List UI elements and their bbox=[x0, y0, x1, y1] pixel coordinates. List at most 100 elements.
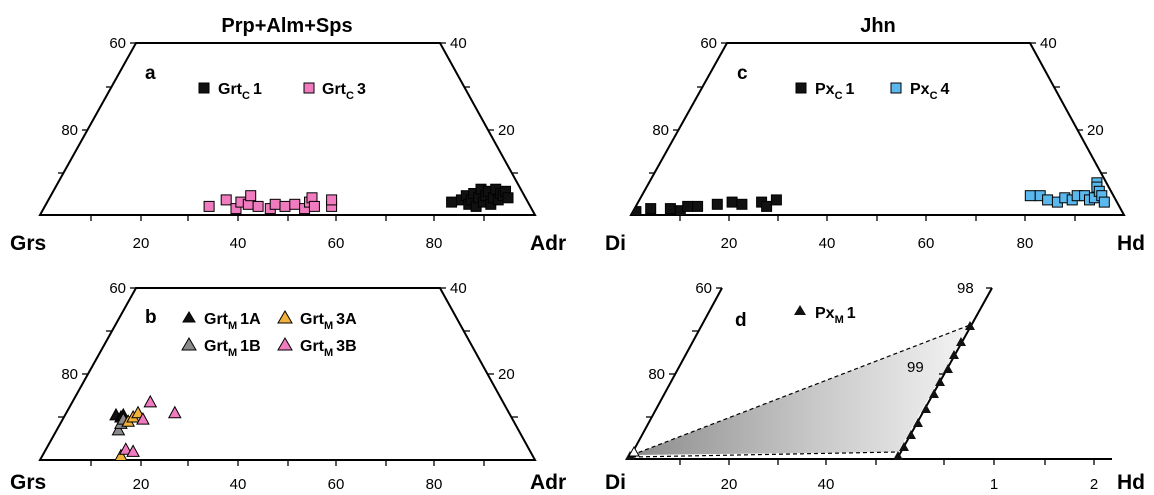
data-point-grtc3 bbox=[245, 190, 257, 202]
field-edge-lower-d bbox=[631, 451, 899, 458]
data-point-pxm1-d bbox=[943, 364, 953, 373]
tick-left-a-80: 80 bbox=[61, 122, 78, 139]
tick-bottom-c-60: 60 bbox=[918, 235, 935, 252]
data-point-pxc1 bbox=[726, 196, 738, 208]
tick-left-b-80: 80 bbox=[61, 366, 78, 383]
tick-right-c-40: 40 bbox=[1040, 35, 1057, 52]
data-point-pxc1 bbox=[664, 203, 676, 215]
tick-right-b-40: 40 bbox=[450, 280, 467, 297]
data-point-pxm1-d bbox=[906, 430, 916, 439]
tick-bottom-a-20: 20 bbox=[133, 235, 150, 252]
data-point-pxc4 bbox=[1098, 196, 1110, 208]
side-ticks-c: 60 80 40 20 bbox=[649, 35, 1107, 174]
data-point-grtc3 bbox=[220, 194, 232, 206]
data-point-pxm1-d bbox=[893, 451, 903, 460]
data-point-grtm3b bbox=[118, 442, 133, 455]
side-ticks-a: 60 80 40 20 bbox=[58, 35, 518, 174]
data-point-pxc1 bbox=[711, 198, 723, 210]
data-point-grtc3 bbox=[326, 194, 338, 206]
side-ticks-b: 60 80 40 20 bbox=[58, 280, 518, 418]
bottom-ticks-c: 20 40 60 80 bbox=[679, 215, 1076, 252]
data-point-pxc4 bbox=[1042, 194, 1054, 206]
legend-marker-pxc1 bbox=[795, 82, 807, 94]
legend-a: GrtC 1 GrtC 3 bbox=[198, 81, 366, 102]
data-point-pxc1 bbox=[692, 200, 704, 212]
data-point-grtm3a bbox=[131, 405, 145, 419]
panel-d: 20 40 1 2 60 80 98 99 bbox=[605, 280, 1145, 494]
legend-marker-grtm1b bbox=[181, 337, 197, 351]
panel-letter-c: c bbox=[737, 63, 748, 84]
right-label-c: Hd bbox=[1117, 232, 1145, 255]
data-point-pxm1-d bbox=[949, 350, 959, 359]
data-point-pxm1-d bbox=[913, 418, 923, 427]
tick-bottom-b-80: 80 bbox=[426, 476, 443, 493]
right-label-b: Adr bbox=[530, 471, 566, 494]
points-c bbox=[631, 177, 1110, 215]
legend-b: GrtM 1A GrtM 3A GrtM 1B GrtM 3B bbox=[181, 310, 357, 359]
right-label-d: Hd bbox=[1117, 471, 1145, 494]
legend-label-pxc4: PxC 4 bbox=[910, 81, 950, 102]
legend-marker-pxm1 bbox=[794, 305, 806, 315]
data-point-grtm3b bbox=[126, 444, 140, 457]
field-edge-upper-d bbox=[631, 324, 971, 456]
legend-label-grtm3b: GrtM 3B bbox=[300, 338, 357, 359]
left-label-a: Grs bbox=[10, 232, 46, 255]
data-point-pxc4 bbox=[1024, 190, 1036, 202]
tick-bottom-a-40: 40 bbox=[230, 235, 247, 252]
data-point-grtc3 bbox=[203, 200, 215, 212]
data-point-pxm1-d bbox=[929, 389, 939, 398]
panel-b: Grs Adr b 20 40 60 80 60 bbox=[10, 280, 566, 494]
tick-bottom-c-40: 40 bbox=[819, 235, 836, 252]
data-point-grtc3 bbox=[279, 200, 291, 212]
tick-bottom-d-40: 40 bbox=[818, 476, 835, 493]
legend-label-grtm1a: GrtM 1A bbox=[204, 311, 261, 332]
data-point-pxm1-d bbox=[935, 377, 945, 386]
legend-label-grtc1: GrtC 1 bbox=[218, 81, 262, 102]
data-point-grtm3b bbox=[136, 412, 150, 425]
tick-bottom-d-1: 1 bbox=[990, 476, 998, 493]
legend-label-grtc3: GrtC 3 bbox=[322, 81, 366, 102]
points-b bbox=[109, 394, 182, 460]
panel-c: Jhn Di Hd c 20 40 60 80 bbox=[605, 15, 1145, 255]
tick-right-d-98: 98 bbox=[957, 280, 974, 297]
legend-marker-grtm3b bbox=[277, 337, 293, 351]
data-point-pxm1-d bbox=[628, 445, 640, 457]
tick-bottom-c-20: 20 bbox=[721, 235, 738, 252]
left-label-c: Di bbox=[605, 232, 626, 255]
left-edge-d bbox=[628, 287, 723, 460]
tick-bottom-a-60: 60 bbox=[328, 235, 345, 252]
right-label-a: Adr bbox=[530, 232, 566, 255]
left-label-d: Di bbox=[605, 471, 626, 494]
data-point-grtm1b bbox=[111, 422, 126, 436]
top-label-c: Jhn bbox=[860, 15, 896, 37]
tick-left-c-80: 80 bbox=[652, 122, 669, 139]
tick-right-a-40: 40 bbox=[450, 35, 467, 52]
data-point-grtc3 bbox=[289, 198, 301, 210]
field-points-d bbox=[625, 321, 975, 460]
data-point-grtm3b bbox=[167, 405, 182, 419]
left-label-b: Grs bbox=[10, 471, 46, 494]
data-point-grtc3 bbox=[252, 200, 264, 212]
ternary-frame-a bbox=[38, 42, 537, 216]
tick-left-d-60: 60 bbox=[695, 280, 712, 297]
bottom-ticks-a: 20 40 60 80 bbox=[90, 215, 485, 252]
top-label-a: Prp+Alm+Sps bbox=[221, 15, 352, 37]
bottom-ticks-d: 20 40 1 2 bbox=[679, 459, 1098, 493]
data-point-pxc1 bbox=[736, 198, 748, 210]
tick-bottom-b-40: 40 bbox=[230, 476, 247, 493]
ternary-frame-c bbox=[629, 42, 1126, 216]
tick-right-a-20: 20 bbox=[498, 122, 515, 139]
legend-d: PxM 1 bbox=[794, 305, 856, 326]
tick-right-c-20: 20 bbox=[1087, 122, 1104, 139]
data-point-pxc1 bbox=[770, 194, 782, 206]
compositional-field-d bbox=[632, 325, 970, 455]
tick-left-b-60: 60 bbox=[109, 280, 126, 297]
tick-right-b-20: 20 bbox=[498, 366, 515, 383]
side-ticks-d: 60 80 98 99 bbox=[646, 280, 992, 418]
legend-marker-grtc1 bbox=[198, 82, 210, 94]
panel-a: Prp+Alm+Sps Grs Adr a 20 40 60 80 bbox=[10, 15, 566, 255]
legend-marker-pxc4 bbox=[890, 82, 902, 94]
bottom-ticks-b: 20 40 60 80 bbox=[90, 460, 485, 493]
tick-bottom-a-80: 80 bbox=[426, 235, 443, 252]
panel-letter-d: d bbox=[735, 310, 747, 331]
